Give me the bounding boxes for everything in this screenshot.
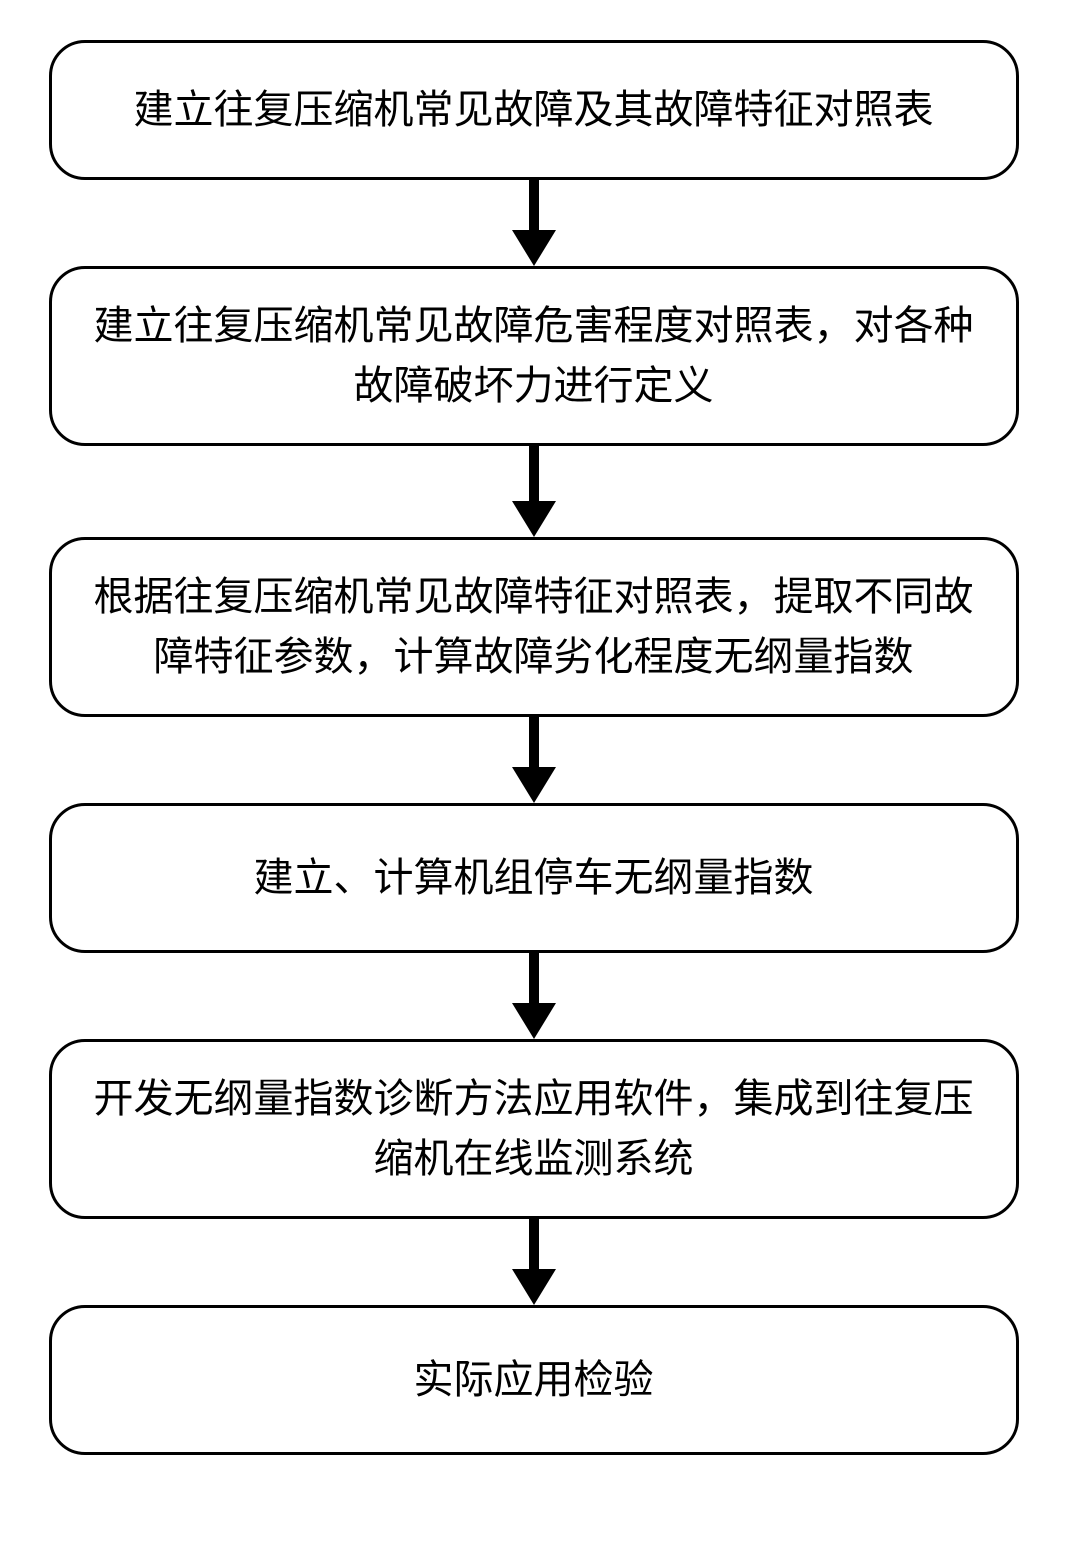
flow-node-3-label: 根据往复压缩机常见故障特征对照表，提取不同故障特征参数，计算故障劣化程度无纲量指… <box>80 567 988 687</box>
flow-node-2: 建立往复压缩机常见故障危害程度对照表，对各种故障破坏力进行定义 <box>49 266 1019 446</box>
flow-arrow-3 <box>512 717 556 803</box>
arrow-head-icon <box>512 1269 556 1305</box>
flow-arrow-5 <box>512 1219 556 1305</box>
flow-node-1-label: 建立往复压缩机常见故障及其故障特征对照表 <box>134 80 934 140</box>
arrow-shaft <box>529 717 539 767</box>
flow-node-1: 建立往复压缩机常见故障及其故障特征对照表 <box>49 40 1019 180</box>
flow-node-5-label: 开发无纲量指数诊断方法应用软件，集成到往复压缩机在线监测系统 <box>80 1069 988 1189</box>
arrow-shaft <box>529 446 539 501</box>
arrow-head-icon <box>512 501 556 537</box>
flow-node-5: 开发无纲量指数诊断方法应用软件，集成到往复压缩机在线监测系统 <box>49 1039 1019 1219</box>
flow-node-4: 建立、计算机组停车无纲量指数 <box>49 803 1019 953</box>
flowchart-container: 建立往复压缩机常见故障及其故障特征对照表 建立往复压缩机常见故障危害程度对照表，… <box>0 0 1067 1562</box>
arrow-shaft <box>529 180 539 230</box>
arrow-head-icon <box>512 767 556 803</box>
flow-arrow-4 <box>512 953 556 1039</box>
arrow-head-icon <box>512 230 556 266</box>
flow-node-4-label: 建立、计算机组停车无纲量指数 <box>254 848 814 908</box>
arrow-shaft <box>529 953 539 1003</box>
flow-arrow-2 <box>512 446 556 537</box>
arrow-shaft <box>529 1219 539 1269</box>
flow-node-2-label: 建立往复压缩机常见故障危害程度对照表，对各种故障破坏力进行定义 <box>80 296 988 416</box>
flow-arrow-1 <box>512 180 556 266</box>
flow-node-6: 实际应用检验 <box>49 1305 1019 1455</box>
flow-node-3: 根据往复压缩机常见故障特征对照表，提取不同故障特征参数，计算故障劣化程度无纲量指… <box>49 537 1019 717</box>
arrow-head-icon <box>512 1003 556 1039</box>
flow-node-6-label: 实际应用检验 <box>414 1350 654 1410</box>
